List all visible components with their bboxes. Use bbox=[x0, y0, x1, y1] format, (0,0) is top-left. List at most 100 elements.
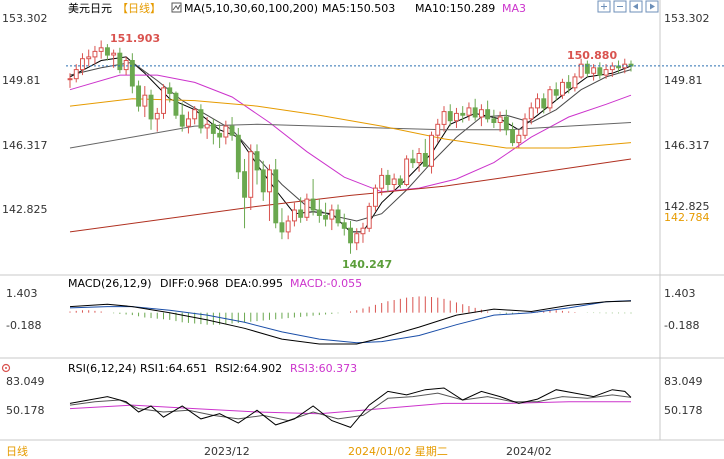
candle bbox=[566, 75, 572, 94]
macd-y-tick-left-0188: -0.188 bbox=[6, 319, 41, 332]
main-y-axis: 153.302 153.302 149.81 149.81 146.317 14… bbox=[2, 12, 710, 224]
candle bbox=[447, 104, 453, 127]
candle bbox=[186, 111, 191, 134]
candle bbox=[435, 118, 441, 143]
candle bbox=[161, 84, 167, 119]
candle bbox=[136, 80, 142, 112]
candle bbox=[217, 124, 223, 149]
next-icon[interactable] bbox=[645, 0, 659, 13]
macd-dea-value: DEA:0.995 bbox=[225, 277, 283, 290]
zoom-out-icon[interactable] bbox=[613, 0, 627, 13]
candle bbox=[360, 222, 366, 243]
macd-value: MACD:-0.055 bbox=[290, 277, 362, 290]
candle bbox=[366, 202, 372, 232]
y-tick-right-149810: 149.81 bbox=[664, 74, 703, 87]
candle bbox=[553, 82, 559, 101]
candle bbox=[528, 102, 534, 125]
candle bbox=[578, 58, 584, 79]
candle bbox=[391, 173, 397, 192]
candle bbox=[111, 49, 117, 68]
candle bbox=[179, 102, 185, 132]
candle bbox=[354, 228, 360, 251]
ma10-value: MA10:150.289 bbox=[415, 2, 495, 15]
ma3-label: MA3 bbox=[502, 2, 526, 15]
candle bbox=[273, 158, 279, 229]
candle bbox=[129, 53, 135, 94]
candle bbox=[248, 144, 254, 211]
macd-y-tick-right-0188: -0.188 bbox=[664, 319, 699, 332]
x-date-2023-12: 2023/12 bbox=[204, 445, 250, 458]
candle bbox=[385, 169, 391, 192]
high-annotation: 151.903 bbox=[110, 32, 160, 45]
candle bbox=[117, 47, 123, 74]
candle bbox=[254, 144, 260, 185]
rsi1-line bbox=[69, 387, 632, 428]
candle bbox=[410, 149, 416, 169]
candle bbox=[267, 164, 272, 221]
candle bbox=[466, 102, 472, 121]
rsi2-line bbox=[69, 392, 632, 422]
candle bbox=[584, 60, 590, 77]
y-tick-left-149810: 149.81 bbox=[2, 74, 41, 87]
candle bbox=[167, 82, 173, 103]
candle bbox=[192, 106, 198, 125]
rsi-y-tick-left-50178: 50.178 bbox=[6, 404, 45, 417]
candle bbox=[310, 179, 316, 216]
candle bbox=[154, 107, 160, 132]
candle bbox=[441, 106, 447, 132]
ma-line-ma10 bbox=[69, 61, 632, 222]
ma-line-ma60 bbox=[69, 122, 632, 149]
macd-diff-line bbox=[69, 300, 632, 345]
ma5-value: MA5:150.503 bbox=[322, 2, 395, 15]
candle bbox=[148, 89, 154, 130]
candle bbox=[503, 109, 509, 136]
candle bbox=[485, 100, 491, 123]
candle bbox=[304, 193, 310, 221]
candle bbox=[535, 93, 540, 114]
period-button[interactable]: 日线 bbox=[6, 444, 28, 458]
candle bbox=[204, 117, 210, 139]
candle bbox=[335, 204, 341, 227]
period-button-label: 日线 bbox=[6, 444, 28, 458]
candle bbox=[609, 62, 615, 77]
candle bbox=[522, 113, 528, 139]
candle bbox=[229, 117, 235, 141]
y-tick-left-153302: 153.302 bbox=[2, 12, 48, 25]
candle bbox=[105, 44, 110, 61]
candle bbox=[223, 120, 229, 145]
candle bbox=[298, 197, 304, 223]
y-tick-right-142825: 142.825 bbox=[664, 200, 710, 213]
header-icon-ma-toggle[interactable] bbox=[171, 2, 182, 13]
y-tick-right-146317: 146.317 bbox=[664, 139, 710, 152]
ma-line-ma100 bbox=[69, 98, 632, 149]
zoom-in-icon[interactable] bbox=[597, 0, 611, 13]
macd-y-tick-right-1403: 1.403 bbox=[664, 287, 696, 300]
candle bbox=[285, 215, 291, 240]
rsi1-value: RSI1:64.651 bbox=[140, 362, 207, 375]
prev-icon[interactable] bbox=[629, 0, 643, 13]
rsi-lines bbox=[69, 387, 632, 428]
candle bbox=[98, 40, 104, 59]
low-annotation: 140.247 bbox=[342, 258, 392, 271]
candle bbox=[454, 107, 459, 128]
candle bbox=[73, 64, 79, 83]
candle bbox=[173, 91, 179, 119]
candle bbox=[379, 168, 385, 196]
ma-line-ma200 bbox=[69, 158, 632, 233]
candle bbox=[316, 199, 322, 223]
candle bbox=[591, 64, 597, 81]
candle bbox=[329, 204, 335, 231]
rsi2-value: RSI2:64.902 bbox=[215, 362, 282, 375]
candle bbox=[603, 64, 609, 79]
candle bbox=[86, 49, 92, 66]
rsi-y-tick-right-50178: 50.178 bbox=[664, 404, 703, 417]
macd-dea-line bbox=[69, 300, 632, 344]
candle bbox=[491, 109, 497, 128]
settings-icon[interactable] bbox=[1, 363, 11, 373]
macd-diff-value: DIFF:0.968 bbox=[160, 277, 219, 290]
candle bbox=[80, 53, 85, 76]
candle bbox=[341, 213, 347, 236]
candle bbox=[516, 129, 522, 149]
candle bbox=[67, 73, 73, 88]
